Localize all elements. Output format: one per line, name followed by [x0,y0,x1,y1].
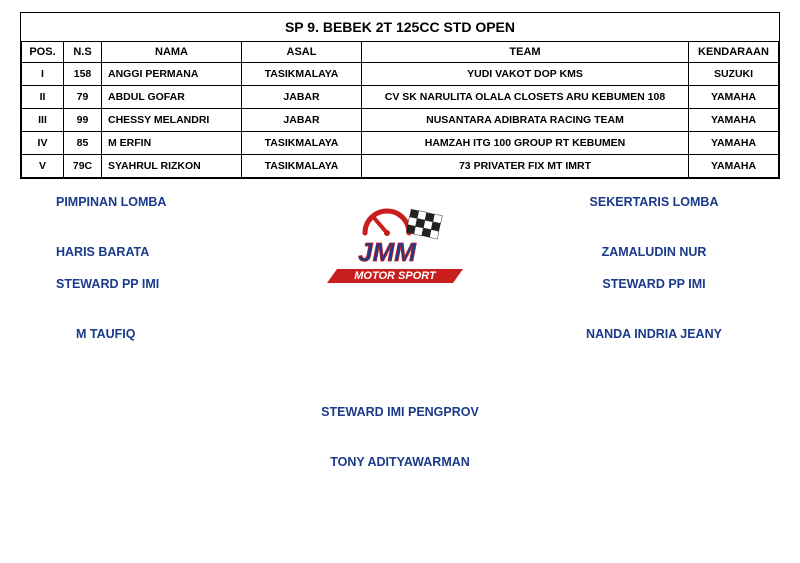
cell-team: HAMZAH ITG 100 GROUP RT KEBUMEN [362,132,689,155]
col-nama: NAMA [102,42,242,63]
cell-ns: 85 [64,132,102,155]
cell-nama: SYAHRUL RIZKON [102,155,242,178]
official-name: NANDA INDRIA JEANY [544,327,764,341]
logo: JMM MOTOR SPORT [325,199,475,292]
cell-kend: YAMAHA [689,132,779,155]
cell-pos: III [22,109,64,132]
cell-pos: I [22,63,64,86]
role-label: STEWARD IMI PENGPROV [20,405,780,419]
official-name: TONY ADITYAWARMAN [20,455,780,469]
table-row: III99CHESSY MELANDRIJABARNUSANTARA ADIBR… [22,109,779,132]
role-label: SEKERTARIS LOMBA [544,195,764,209]
cell-ns: 79 [64,86,102,109]
cell-team: CV SK NARULITA OLALA CLOSETS ARU KEBUMEN… [362,86,689,109]
event-title: SP 9. BEBEK 2T 125CC STD OPEN [21,13,779,42]
cell-asal: JABAR [242,109,362,132]
cell-pos: IV [22,132,64,155]
col-pos: POS. [22,42,64,63]
cell-asal: TASIKMALAYA [242,155,362,178]
cell-kend: YAMAHA [689,86,779,109]
col-kend: KENDARAAN [689,42,779,63]
table-row: II79ABDUL GOFARJABARCV SK NARULITA OLALA… [22,86,779,109]
official-name: ZAMALUDIN NUR [544,245,764,259]
role-label: STEWARD PP IMI [56,277,256,291]
cell-pos: V [22,155,64,178]
logo-svg: JMM MOTOR SPORT [325,199,475,289]
cell-asal: TASIKMALAYA [242,63,362,86]
officials-center: STEWARD IMI PENGPROV TONY ADITYAWARMAN [20,403,780,487]
cell-asal: JABAR [242,86,362,109]
role-label: STEWARD PP IMI [544,277,764,291]
table-row: IV85M ERFINTASIKMALAYAHAMZAH ITG 100 GRO… [22,132,779,155]
officials-block: JMM MOTOR SPORT PIMPINAN LOMBA HARIS BAR… [20,193,780,523]
cell-team: NUSANTARA ADIBRATA RACING TEAM [362,109,689,132]
official-name: M TAUFIQ [56,327,256,341]
cell-kend: YAMAHA [689,109,779,132]
cell-team: 73 PRIVATER FIX MT IMRT [362,155,689,178]
table-row: I158ANGGI PERMANATASIKMALAYAYUDI VAKOT D… [22,63,779,86]
cell-asal: TASIKMALAYA [242,132,362,155]
cell-nama: M ERFIN [102,132,242,155]
cell-nama: ANGGI PERMANA [102,63,242,86]
cell-kend: SUZUKI [689,63,779,86]
cell-ns: 79C [64,155,102,178]
cell-nama: ABDUL GOFAR [102,86,242,109]
results-card: SP 9. BEBEK 2T 125CC STD OPEN POS. N.S N… [20,12,780,179]
role-label: PIMPINAN LOMBA [56,195,256,209]
col-asal: ASAL [242,42,362,63]
results-table: POS. N.S NAMA ASAL TEAM KENDARAAN I158AN… [21,42,779,178]
cell-ns: 158 [64,63,102,86]
cell-pos: II [22,86,64,109]
cell-nama: CHESSY MELANDRI [102,109,242,132]
cell-ns: 99 [64,109,102,132]
officials-left: PIMPINAN LOMBA HARIS BARATA STEWARD PP I… [56,193,256,359]
officials-right: SEKERTARIS LOMBA ZAMALUDIN NUR STEWARD P… [544,193,764,359]
logo-bottom-text: MOTOR SPORT [354,270,437,282]
col-team: TEAM [362,42,689,63]
logo-top-text: JMM [358,237,417,267]
cell-team: YUDI VAKOT DOP KMS [362,63,689,86]
cell-kend: YAMAHA [689,155,779,178]
col-ns: N.S [64,42,102,63]
table-header-row: POS. N.S NAMA ASAL TEAM KENDARAAN [22,42,779,63]
table-row: V79CSYAHRUL RIZKONTASIKMALAYA73 PRIVATER… [22,155,779,178]
official-name: HARIS BARATA [56,245,256,259]
